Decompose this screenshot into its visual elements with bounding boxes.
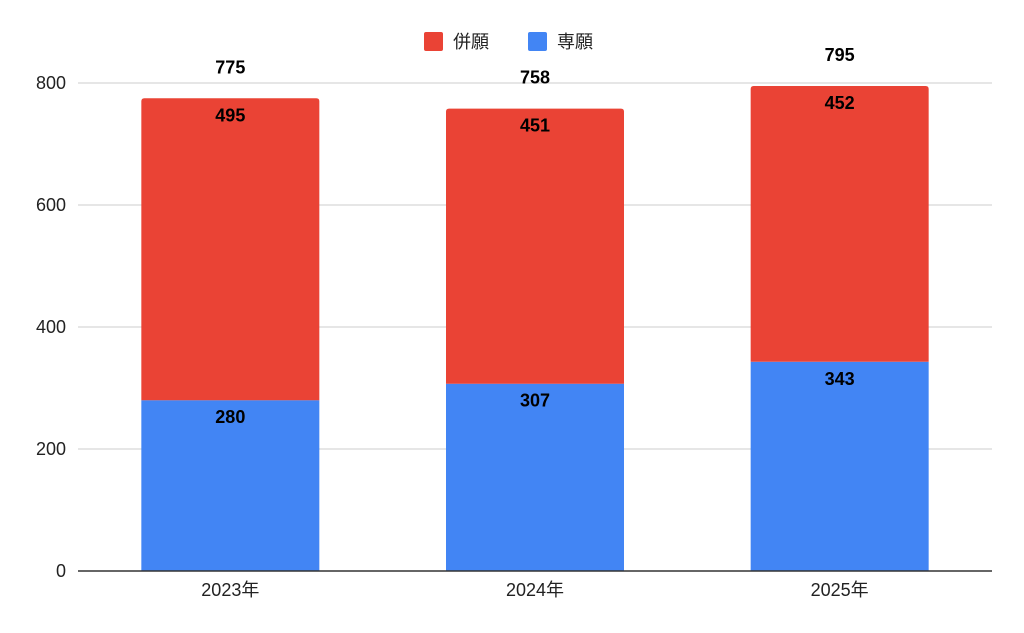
axes: 0 200 400 600 800 2023年 2024年 2025年 [36, 73, 992, 600]
segment-value-label: 307 [520, 391, 550, 411]
legend-swatch [528, 32, 547, 51]
y-tick-label: 800 [36, 73, 66, 93]
segment-value-label: 452 [825, 93, 855, 113]
segment-value-label: 451 [520, 116, 550, 136]
legend-swatch [424, 32, 443, 51]
total-value-label: 775 [215, 57, 245, 77]
x-tick-label: 2025年 [811, 580, 869, 600]
y-tick-label: 400 [36, 317, 66, 337]
legend-label: 併願 [453, 32, 489, 53]
bar-segment [750, 361, 929, 571]
legend: 併願 専願 [424, 32, 593, 53]
y-tick-label: 0 [56, 561, 66, 581]
total-value-label: 795 [825, 45, 855, 65]
segment-value-label: 343 [825, 369, 855, 389]
segment-value-label: 280 [215, 407, 245, 427]
x-tick-label: 2023年 [201, 580, 259, 600]
bar-segment [446, 108, 624, 384]
legend-label: 専願 [557, 32, 593, 53]
total-value-label: 758 [520, 68, 550, 88]
x-tick-label: 2024年 [506, 580, 564, 600]
y-tick-label: 600 [36, 195, 66, 215]
bar-segment [141, 400, 320, 571]
y-tick-label: 200 [36, 439, 66, 459]
segment-value-label: 495 [215, 105, 245, 125]
data-labels: 280 495 775 307 451 758 343 452 795 [215, 45, 854, 427]
bar-segment [141, 98, 320, 401]
bars [141, 86, 929, 571]
bar-segment [446, 383, 624, 571]
bar-segment [750, 86, 929, 362]
